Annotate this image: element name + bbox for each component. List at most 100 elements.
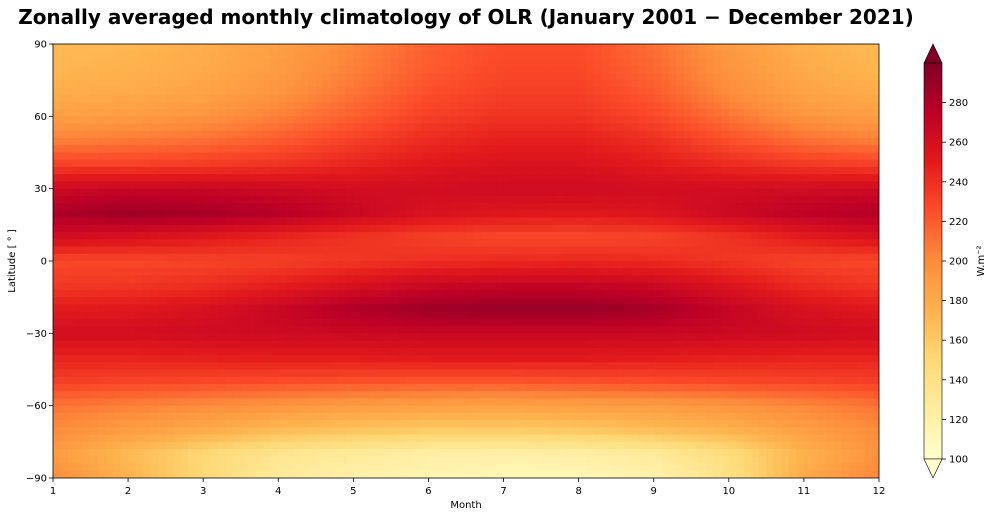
heatmap-cell (841, 232, 850, 240)
heatmap-cell (218, 333, 227, 342)
heatmap-cell (420, 311, 430, 320)
heatmap-cell (548, 275, 557, 284)
heatmap-cell (390, 138, 400, 146)
heatmap-cell (210, 362, 219, 371)
heatmap-cell (481, 174, 490, 183)
heatmap-cell (188, 311, 197, 320)
heatmap-cell (586, 304, 595, 313)
heatmap-cell (375, 51, 384, 60)
heatmap-cell (488, 80, 497, 88)
heatmap-cell (593, 268, 602, 277)
heatmap-cell (788, 123, 797, 132)
heatmap-cell (698, 347, 707, 356)
heatmap-cell (98, 109, 107, 117)
heatmap-cell (458, 261, 467, 269)
heatmap-cell (450, 362, 460, 371)
heatmap-cell (826, 51, 835, 60)
heatmap-cell (541, 51, 550, 60)
heatmap-cell (548, 94, 557, 103)
heatmap-cell (240, 275, 249, 284)
heatmap-cell (751, 297, 760, 305)
heatmap-cell (473, 203, 482, 211)
heatmap-cell (691, 51, 700, 60)
heatmap-cell (75, 311, 84, 320)
heatmap-cell (691, 217, 700, 226)
heatmap-cell (481, 261, 490, 269)
heatmap-cell (653, 355, 662, 363)
heatmap-cell (60, 58, 69, 67)
heatmap-cell (375, 174, 384, 183)
heatmap-cell (360, 87, 369, 96)
heatmap-cell (300, 116, 309, 125)
heatmap-cell (368, 195, 377, 204)
heatmap-cell (120, 174, 129, 183)
heatmap-cell (158, 297, 167, 305)
heatmap-cell (225, 152, 234, 161)
heatmap-cell (195, 203, 204, 211)
heatmap-cell (511, 217, 520, 226)
heatmap-cell (556, 145, 565, 154)
heatmap-cell (623, 347, 632, 356)
heatmap-cell (405, 253, 415, 262)
heatmap-cell (75, 195, 84, 204)
heatmap-cell (631, 109, 640, 117)
heatmap-cell (90, 195, 99, 204)
heatmap-cell (533, 159, 542, 168)
heatmap-cell (233, 51, 242, 60)
heatmap-cell (511, 268, 520, 277)
heatmap-cell (818, 355, 828, 363)
heatmap-cell (721, 195, 730, 204)
heatmap-cell (653, 80, 662, 88)
heatmap-cell (601, 116, 610, 125)
heatmap-cell (758, 72, 767, 81)
heatmap-cell (450, 261, 460, 269)
heatmap-cell (53, 51, 62, 60)
heatmap-cell (428, 65, 437, 74)
heatmap-cell (788, 51, 797, 60)
heatmap-cell (803, 232, 813, 240)
heatmap-cell (315, 224, 324, 233)
heatmap-cell (323, 246, 332, 255)
heatmap-cell (368, 217, 377, 226)
heatmap-cell (788, 138, 797, 146)
heatmap-cell (330, 203, 339, 211)
heatmap-cell (255, 304, 264, 313)
heatmap-cell (781, 261, 790, 269)
heatmap-cell (60, 369, 69, 378)
heatmap-cell (796, 181, 805, 190)
heatmap-cell (856, 304, 865, 313)
heatmap-cell (180, 152, 189, 161)
heatmap-cell (165, 58, 174, 67)
heatmap-cell (113, 355, 122, 363)
heatmap-cell (526, 362, 535, 371)
heatmap-cell (788, 253, 797, 262)
heatmap-cell (188, 44, 197, 52)
heatmap-cell (811, 123, 820, 132)
heatmap-cell (691, 210, 700, 219)
heatmap-cell (315, 188, 324, 197)
heatmap-cell (210, 101, 219, 110)
heatmap-cell (871, 72, 879, 81)
heatmap-cell (120, 181, 129, 190)
heatmap-cell (255, 195, 264, 204)
heatmap-cell (323, 369, 332, 378)
heatmap-cell (233, 44, 242, 52)
heatmap-cell (826, 232, 835, 240)
heatmap-cell (203, 282, 212, 291)
heatmap-cell (203, 261, 212, 269)
heatmap-cell (368, 232, 377, 240)
heatmap-cell (668, 130, 677, 139)
heatmap-cell (668, 101, 677, 110)
heatmap-cell (68, 217, 77, 226)
heatmap-cell (330, 159, 339, 168)
heatmap-cell (578, 87, 587, 96)
heatmap-cell (210, 138, 219, 146)
heatmap-cell (353, 203, 362, 211)
heatmap-cell (743, 138, 752, 146)
heatmap-cell (83, 58, 92, 67)
heatmap-cell (128, 268, 137, 277)
heatmap-cell (691, 116, 700, 125)
heatmap-cell (330, 65, 339, 74)
heatmap-cell (443, 210, 452, 219)
heatmap-cell (826, 304, 835, 313)
